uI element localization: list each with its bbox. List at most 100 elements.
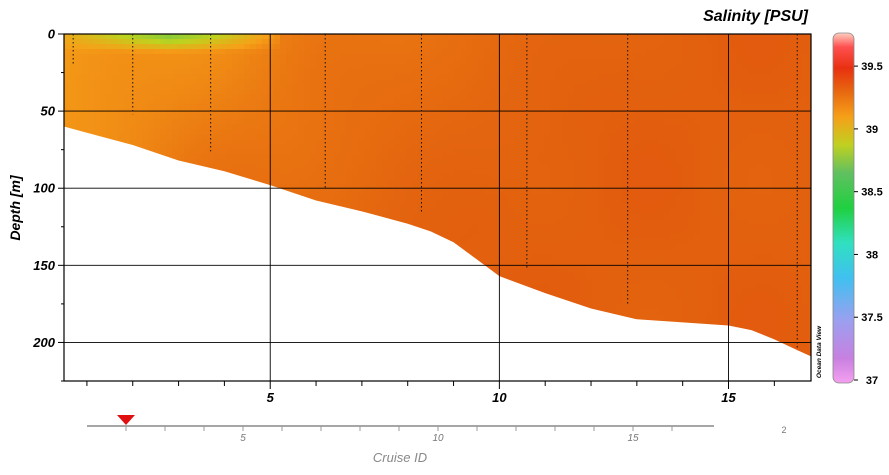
field-cell (208, 119, 215, 125)
field-cell (316, 99, 323, 105)
field-cell (334, 64, 341, 70)
field-cell (298, 74, 305, 80)
field-cell (124, 84, 131, 90)
field-cell (394, 74, 401, 80)
field-cell (202, 134, 209, 140)
field-cell (100, 74, 107, 80)
field-cell (136, 139, 143, 145)
field-cell (430, 189, 437, 195)
field-cell (322, 149, 329, 155)
field-cell (124, 114, 131, 120)
field-cell (232, 44, 239, 50)
field-cell (328, 174, 335, 180)
field-cell (478, 209, 485, 215)
field-cell (226, 74, 233, 80)
field-cell (304, 124, 311, 130)
field-cell (334, 49, 341, 55)
field-cell (382, 114, 389, 120)
field-cell (88, 69, 95, 75)
field-cell (148, 39, 155, 45)
field-cell (466, 224, 473, 230)
field-cell (448, 104, 455, 110)
field-cell (190, 149, 197, 155)
field-cell (394, 174, 401, 180)
field-cell (262, 74, 269, 80)
field-cell (220, 59, 227, 65)
field-cell (124, 129, 131, 135)
field-cell (346, 199, 353, 205)
field-cell (346, 159, 353, 165)
field-cell (184, 84, 191, 90)
field-cell (358, 119, 365, 125)
field-cell (142, 34, 149, 40)
field-cell (304, 79, 311, 85)
field-cell (454, 204, 461, 210)
field-cell (136, 44, 143, 50)
field-cell (238, 154, 245, 160)
field-cell (412, 154, 419, 160)
field-cell (352, 44, 359, 50)
field-cell (460, 179, 467, 185)
field-cell (412, 199, 419, 205)
field-cell (472, 44, 479, 50)
field-cell (478, 104, 485, 110)
field-cell (334, 79, 341, 85)
field-cell (316, 144, 323, 150)
field-cell (436, 59, 443, 65)
field-cell (406, 169, 413, 175)
field-cell (220, 89, 227, 95)
field-cell (94, 129, 101, 135)
field-cell (268, 129, 275, 135)
field-cell (484, 169, 491, 175)
field-cell (328, 44, 335, 50)
field-cell (466, 174, 473, 180)
field-cell (166, 79, 173, 85)
field-cell (76, 89, 83, 95)
field-cell (208, 69, 215, 75)
field-cell (436, 49, 443, 55)
field-cell (208, 164, 215, 170)
field-cell (310, 74, 317, 80)
field-cell (154, 109, 161, 115)
field-cell (394, 64, 401, 70)
field-cell (460, 194, 467, 200)
field-cell (364, 39, 371, 45)
field-cell (274, 79, 281, 85)
field-cell (82, 104, 89, 110)
field-cell (418, 224, 425, 230)
field-cell (136, 99, 143, 105)
field-cell (358, 199, 365, 205)
field-cell (376, 169, 383, 175)
field-cell (250, 144, 257, 150)
field-cell (292, 139, 299, 145)
field-cell (100, 99, 107, 105)
field-cell (238, 54, 245, 60)
field-cell (424, 194, 431, 200)
field-cell (202, 49, 209, 55)
field-cell (88, 129, 95, 135)
field-cell (262, 69, 269, 75)
field-cell (430, 34, 437, 40)
field-cell (376, 209, 383, 215)
field-cell (376, 129, 383, 135)
field-cell (262, 154, 269, 160)
field-cell (352, 104, 359, 110)
field-cell (394, 39, 401, 45)
field-cell (286, 39, 293, 45)
field-cell (262, 119, 269, 125)
field-cell (490, 154, 497, 160)
field-cell (190, 44, 197, 50)
field-cell (484, 34, 491, 40)
field-cell (418, 149, 425, 155)
field-cell (412, 54, 419, 60)
field-cell (370, 79, 377, 85)
field-cell (478, 149, 485, 155)
field-cell (298, 34, 305, 40)
field-cell (250, 159, 257, 165)
field-cell (142, 49, 149, 55)
field-cell (394, 179, 401, 185)
field-cell (304, 149, 311, 155)
field-cell (268, 69, 275, 75)
field-cell (394, 124, 401, 130)
field-cell (214, 34, 221, 40)
